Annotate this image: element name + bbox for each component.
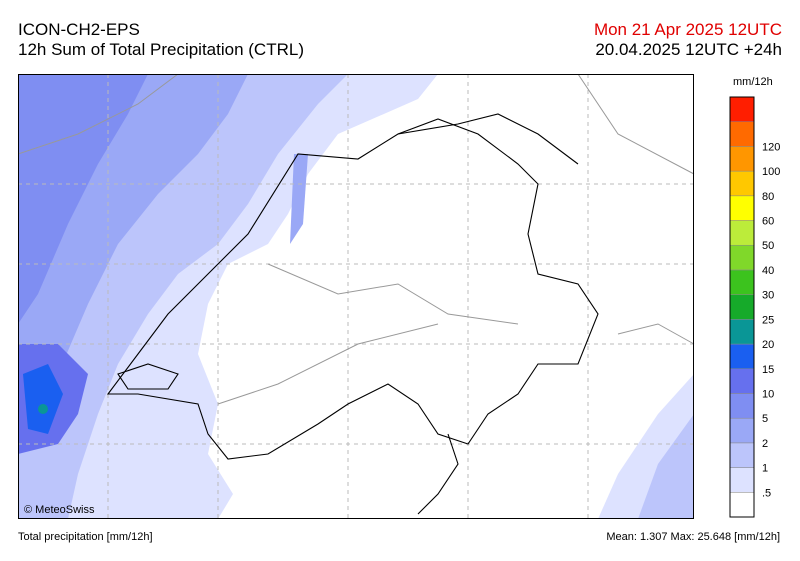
legend-label: 2 — [762, 438, 768, 450]
legend-swatch — [729, 220, 755, 246]
map-credit: © MeteoSwiss — [24, 504, 95, 516]
country-borders — [106, 113, 599, 515]
legend-swatch — [729, 244, 755, 271]
legend-label: 20 — [762, 339, 774, 351]
precip-area — [38, 404, 48, 414]
legend-swatch — [729, 170, 755, 197]
legend-frame — [729, 96, 755, 518]
legend-label: 25 — [762, 314, 774, 326]
legend-label: 30 — [762, 290, 774, 302]
map: © MeteoSwiss — [18, 74, 695, 519]
map-title: 12h Sum of Total Precipitation (CTRL) — [18, 40, 304, 59]
legend-label: 40 — [762, 265, 774, 277]
legend-label: 60 — [762, 216, 774, 228]
map-frame — [18, 74, 694, 519]
precip-area — [23, 364, 63, 434]
legend-swatch — [729, 96, 755, 122]
legend-swatch — [729, 195, 755, 221]
legend-swatch — [729, 393, 755, 419]
legend-swatch — [729, 492, 755, 518]
legend-swatch — [729, 417, 755, 444]
grid — [18, 74, 694, 519]
legend-swatch — [729, 146, 755, 172]
legend-label: 15 — [762, 364, 774, 376]
precip-area — [290, 154, 308, 244]
legend-swatch — [729, 319, 755, 345]
legend-swatch — [729, 368, 755, 394]
legend-label: 50 — [762, 240, 774, 252]
legend-label: 80 — [762, 191, 774, 203]
legend-label: .5 — [762, 487, 771, 499]
legend-swatch — [729, 442, 755, 468]
precip-area — [18, 74, 148, 324]
legend-swatch — [729, 121, 755, 147]
legend-label: 100 — [762, 166, 780, 178]
legend-unit: mm/12h — [733, 76, 773, 88]
legend-label: 120 — [762, 141, 780, 153]
run-time: 20.04.2025 12UTC +24h — [595, 40, 782, 59]
legend-label: 10 — [762, 388, 774, 400]
valid-time: Mon 21 Apr 2025 12UTC — [593, 20, 782, 39]
legend-label: 5 — [762, 413, 768, 425]
footer-right: Mean: 1.307 Max: 25.648 [mm/12h] — [606, 531, 780, 543]
legend-swatch — [729, 269, 755, 295]
legend-swatch — [729, 343, 755, 370]
model-name: ICON-CH2-EPS — [18, 20, 140, 39]
footer-left: Total precipitation [mm/12h] — [18, 531, 153, 543]
legend-swatch — [729, 467, 755, 493]
legend-label: 1 — [762, 463, 768, 475]
precip-area — [638, 414, 694, 519]
legend-swatch — [729, 294, 755, 320]
regional-borders — [18, 74, 695, 405]
